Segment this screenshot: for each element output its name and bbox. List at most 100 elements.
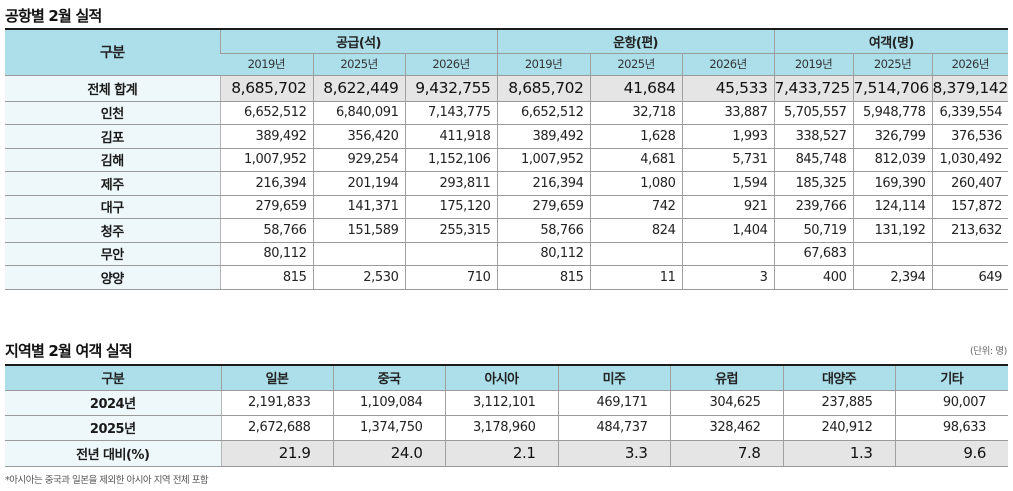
row-label: 청주 [5,218,221,243]
cell: 124,114 [852,195,933,219]
cell: 80,112 [496,242,591,266]
cell: 279,659 [219,195,313,219]
cell: 50,719 [773,218,854,243]
airport-performance-table: 구분 공급(석) 운항(편) 여객(명) 2019년 2025년 2026년 2… [5,28,1009,290]
header-year: 2025년 [589,53,683,76]
cell: 304,625 [669,390,783,416]
cell: 175,120 [404,195,498,219]
row-label: 김해 [5,148,221,172]
cell: 469,171 [557,390,670,416]
table-row: 인천 6,652,512 6,840,091 7,143,775 6,652,5… [5,101,1009,125]
row-label: 김포 [5,124,221,149]
header-region-oceania: 대양주 [782,365,895,391]
cell: 9.6 [894,440,1008,467]
cell: 649 [931,265,1009,290]
cell: 2.1 [444,440,558,467]
table-row: 김해 1,007,952 929,254 1,152,106 1,007,952… [5,148,1009,172]
header-year: 2019년 [220,53,313,76]
header-year: 2019년 [773,53,854,76]
cell: 1,404 [681,218,775,243]
cell: 376,536 [931,124,1009,149]
cell: 7,514,706 [852,75,933,102]
cell: 921 [681,195,775,219]
header-region-asia: 아시아 [444,365,558,391]
cell: 1,374,750 [332,415,445,441]
cell: 58,766 [496,218,591,243]
region-passenger-table: 구분 일본 중국 아시아 미주 유럽 대양주 기타 2024년 2,191,83… [5,364,1008,467]
cell: 1,030,492 [931,148,1009,172]
cell: 328,462 [669,415,783,441]
cell: 326,799 [852,124,933,149]
cell: 260,407 [931,171,1009,196]
cell: 2,530 [312,265,405,290]
header-year: 2019년 [496,53,591,76]
cell: 7,433,725 [773,75,854,102]
table-row: 2024년 2,191,833 1,109,084 3,112,101 469,… [5,390,1008,416]
cell: 240,912 [782,415,895,441]
header-year: 2026년 [931,53,1009,76]
header-year: 2025년 [312,53,405,76]
cell: 815 [219,265,313,290]
row-label: 대구 [5,195,221,219]
yoy-change-row: 전년 대비(%) 21.9 24.0 2.1 3.3 7.8 1.3 9.6 [5,440,1008,467]
table-row: 제주 216,394 201,194 293,811 216,394 1,080… [5,171,1009,196]
cell: 7,143,775 [404,101,498,125]
cell: 6,652,512 [219,101,313,125]
table-row: 무안 80,112 80,112 67,683 [5,242,1009,266]
cell: 90,007 [894,390,1008,416]
cell: 6,840,091 [312,101,405,125]
cell: 21.9 [220,440,333,467]
region-section-title: 지역별 2월 여객 실적 [5,342,133,360]
cell: 389,492 [496,124,591,149]
header-region-other: 기타 [894,365,1008,391]
cell: 9,432,755 [404,75,498,102]
cell: 484,737 [557,415,670,441]
cell: 6,339,554 [931,101,1009,125]
header-region-japan: 일본 [220,365,333,391]
cell: 216,394 [496,171,591,196]
cell: 742 [589,195,683,219]
cell: 279,659 [496,195,591,219]
footnote: *아시아는 중국과 일본을 제외한 아시아 지역 전체 포함 [5,475,209,486]
cell: 3 [681,265,775,290]
cell: 845,748 [773,148,854,172]
cell: 141,371 [312,195,405,219]
cell: 1,080 [589,171,683,196]
cell: 201,194 [312,171,405,196]
cell: 213,632 [931,218,1009,243]
cell: 151,589 [312,218,405,243]
cell: 5,705,557 [773,101,854,125]
cell: 185,325 [773,171,854,196]
cell: 400 [773,265,854,290]
cell: 3,178,960 [444,415,558,441]
cell: 24.0 [332,440,445,467]
row-label: 전년 대비(%) [5,440,222,467]
cell: 356,420 [312,124,405,149]
cell: 2,191,833 [220,390,333,416]
cell: 237,885 [782,390,895,416]
cell: 33,887 [681,101,775,125]
cell: 8,685,702 [219,75,313,102]
row-label: 인천 [5,101,221,125]
cell: 131,192 [852,218,933,243]
header-group-passengers: 여객(명) [773,29,1009,54]
cell: 98,633 [894,415,1008,441]
header-region-china: 중국 [332,365,445,391]
cell [852,242,933,266]
cell: 1,152,106 [404,148,498,172]
row-label: 2025년 [5,415,222,441]
cell: 58,766 [219,218,313,243]
cell: 255,315 [404,218,498,243]
cell: 812,039 [852,148,933,172]
total-row: 전체 합계 8,685,702 8,622,449 9,432,755 8,68… [5,75,1009,102]
cell [404,242,498,266]
header-category: 구분 [5,29,220,76]
cell: 5,731 [681,148,775,172]
cell: 11 [589,265,683,290]
cell: 824 [589,218,683,243]
row-label: 양양 [5,265,221,290]
cell: 6,652,512 [496,101,591,125]
cell: 1,993 [681,124,775,149]
cell: 8,379,142 [931,75,1009,102]
cell: 3.3 [557,440,670,467]
